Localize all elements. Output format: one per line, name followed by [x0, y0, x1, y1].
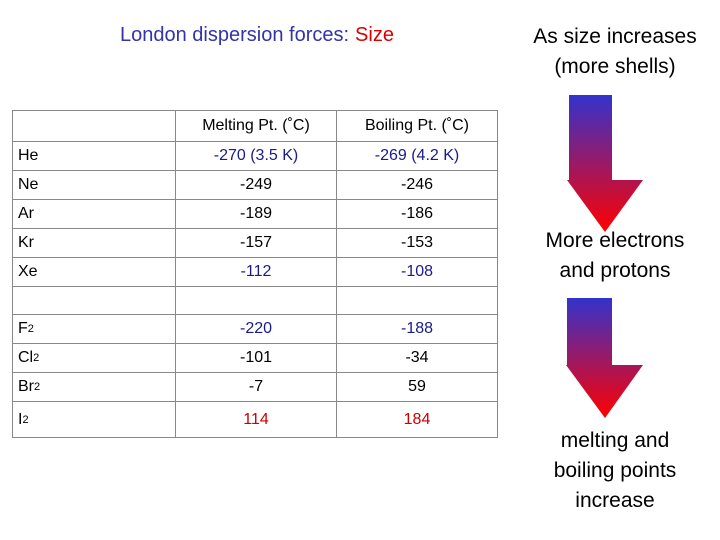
- side-note-line: More electrons: [545, 229, 685, 252]
- symbol: Br: [18, 378, 34, 395]
- symbol: Xe: [18, 263, 38, 280]
- side-note: melting and boiling points increase: [515, 426, 715, 516]
- subscript: 2: [27, 323, 34, 335]
- subscript: 2: [33, 352, 40, 364]
- symbol: Ne: [18, 176, 39, 193]
- boiling-cell: 184: [336, 401, 498, 438]
- side-note: As size increases (more shells): [515, 22, 715, 82]
- symbol: I: [18, 410, 23, 428]
- side-note-line: As size increases: [533, 25, 697, 48]
- title-highlight: Size: [355, 24, 394, 46]
- symbol: F: [18, 320, 28, 337]
- symbol: He: [18, 147, 39, 164]
- symbol: Ar: [18, 205, 34, 222]
- subscript: 2: [22, 413, 29, 426]
- symbol: Cl: [18, 349, 34, 366]
- side-note-line: increase: [575, 489, 655, 512]
- side-note-line: and protons: [559, 259, 671, 282]
- title: London dispersion forces: Size: [120, 24, 394, 47]
- arrow: [566, 298, 643, 418]
- subscript: 2: [34, 381, 41, 393]
- side-note-line: (more shells): [554, 55, 676, 78]
- side-note-line: boiling points: [553, 459, 677, 482]
- title-text: London dispersion forces:: [120, 24, 350, 46]
- symbol: Kr: [18, 234, 34, 251]
- side-note: More electrons and protons: [515, 226, 715, 286]
- table: Melting Pt. (˚C) Boiling Pt. (˚C) He -270 (…: [12, 110, 498, 438]
- side-note-line: melting and: [560, 429, 670, 452]
- arrow: [567, 95, 643, 232]
